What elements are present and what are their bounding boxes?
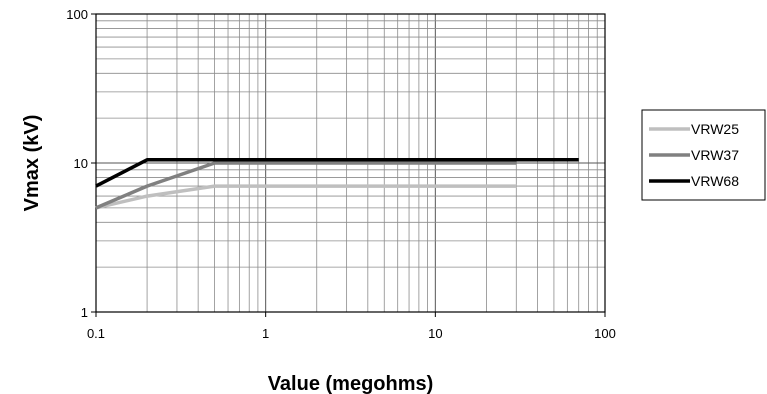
tick-labels: 0.1 1 10 100 1 10 100 [66, 7, 616, 341]
y-tick-label: 10 [74, 156, 88, 171]
x-tick-label: 10 [428, 326, 442, 341]
legend-label-vrw25: VRW25 [691, 121, 739, 137]
x-tick-label: 1 [262, 326, 269, 341]
x-tick-label: 0.1 [87, 326, 105, 341]
x-tick-label: 100 [594, 326, 616, 341]
legend-label-vrw37: VRW37 [691, 147, 739, 163]
y-axis-title: Vmax (kV) [21, 115, 43, 212]
y-tick-label: 1 [81, 305, 88, 320]
y-tick-label: 100 [66, 7, 88, 22]
series-line-vrw37 [95, 161, 517, 210]
series-line-vrw68 [95, 158, 579, 188]
series-line-vrw25 [95, 184, 517, 210]
x-axis-title: Value (megohms) [268, 373, 434, 394]
legend-label-vrw68: VRW68 [691, 173, 739, 189]
series-lines [95, 158, 579, 210]
legend: VRW25 VRW37 VRW68 [641, 109, 766, 201]
